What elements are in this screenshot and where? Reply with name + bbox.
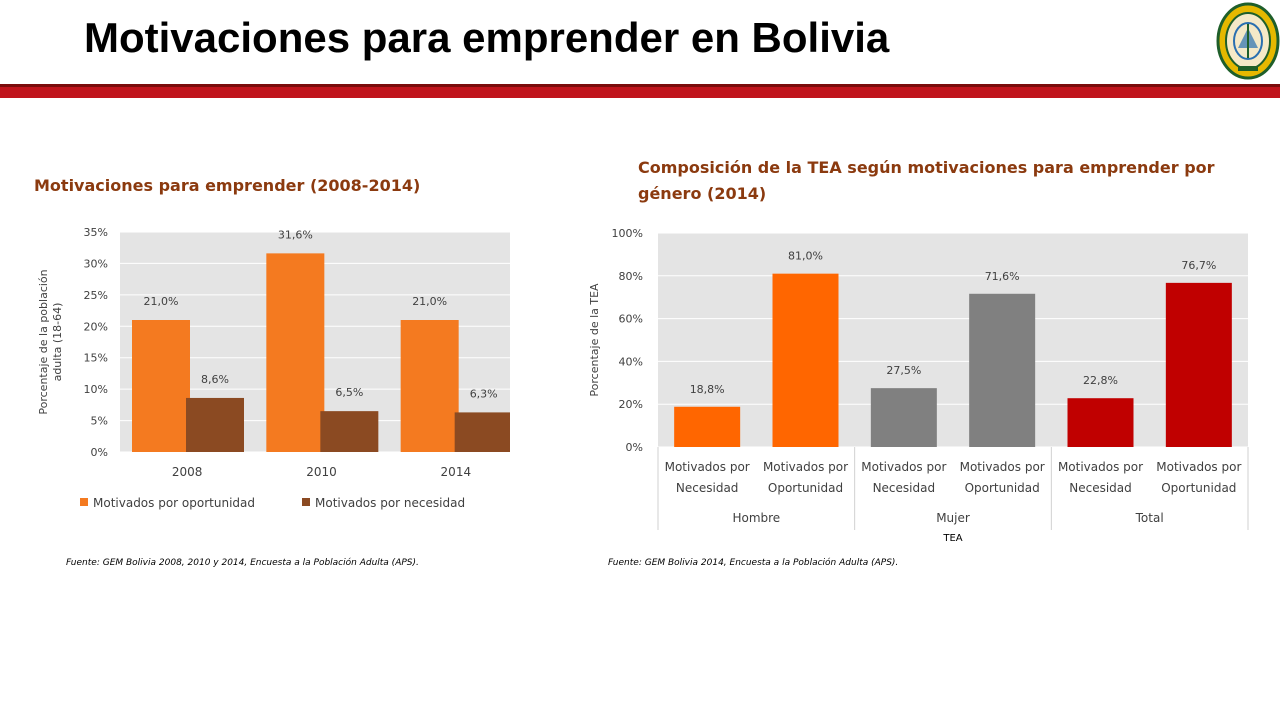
data-label: 27,5% bbox=[886, 364, 921, 377]
data-label: 22,8% bbox=[1083, 374, 1118, 387]
x-tick-label: Motivados por bbox=[665, 460, 750, 474]
data-label: 18,8% bbox=[690, 383, 725, 396]
x-tick-label: Motivados por bbox=[1058, 460, 1143, 474]
x-tick-label: 2008 bbox=[172, 465, 203, 479]
bar-hombre bbox=[674, 406, 741, 447]
y-tick-label: 30% bbox=[84, 257, 108, 270]
bar-necesidad bbox=[186, 397, 244, 452]
header-rule-red bbox=[0, 87, 1280, 98]
bar-oportunidad bbox=[400, 320, 459, 452]
plot-area bbox=[658, 233, 1248, 447]
x-group-label: Total bbox=[1135, 511, 1164, 525]
data-label: 31,6% bbox=[278, 228, 313, 241]
bar-necesidad bbox=[454, 412, 510, 452]
y-axis-title: Porcentaje de la poblaciónadulta (18-64) bbox=[37, 269, 64, 414]
bar-oportunidad bbox=[266, 253, 325, 452]
y-tick-label: 20% bbox=[84, 320, 108, 333]
bar-total bbox=[1067, 398, 1134, 447]
chart1-source: Fuente: GEM Bolivia 2008, 2010 y 2014, E… bbox=[66, 558, 419, 568]
data-label: 8,6% bbox=[201, 373, 229, 386]
data-label: 6,3% bbox=[470, 387, 498, 400]
bar-mujer bbox=[969, 293, 1036, 447]
chart2-title: Composición de la TEA según motivaciones… bbox=[638, 158, 1215, 203]
y-tick-label: 35% bbox=[84, 226, 108, 239]
chart2-svg: 0% 20% 40% 60% 80% 100% Porcentaje de la TEA 18… bbox=[588, 227, 1249, 544]
x-axis-title: TEA bbox=[942, 533, 962, 544]
y-tick-label: 5% bbox=[91, 415, 108, 428]
x-tick-label: 2010 bbox=[306, 465, 337, 479]
data-label: 21,0% bbox=[144, 295, 179, 308]
y-tick-label: 100% bbox=[612, 227, 643, 240]
data-label: 71,6% bbox=[985, 270, 1020, 283]
y-axis-title: Porcentaje de la TEA bbox=[588, 283, 601, 397]
header-rule-dark bbox=[0, 84, 1280, 87]
y-tick-label: 80% bbox=[619, 270, 643, 283]
y-tick-label: 10% bbox=[84, 383, 108, 396]
x-tick-label: Motivados por bbox=[763, 460, 848, 474]
bar-oportunidad bbox=[132, 320, 190, 452]
bar-necesidad bbox=[320, 411, 379, 452]
x-tick-label: Motivados por bbox=[960, 460, 1045, 474]
x-group-label: Hombre bbox=[732, 511, 780, 525]
chart1-title: Motivaciones para emprender (2008-2014) bbox=[34, 176, 421, 195]
data-label: 76,7% bbox=[1181, 259, 1216, 272]
bar-total bbox=[1165, 282, 1232, 447]
data-label: 81,0% bbox=[788, 250, 823, 263]
legend-label: Motivados por oportunidad bbox=[93, 496, 255, 510]
x-tick-label: Motivados por bbox=[861, 460, 946, 474]
x-tick-label: Oportunidad bbox=[1161, 481, 1236, 495]
legend-swatch bbox=[302, 498, 310, 506]
x-tick-label: Oportunidad bbox=[965, 481, 1040, 495]
university-seal-icon bbox=[1216, 2, 1280, 80]
y-tick-label: 15% bbox=[84, 352, 108, 365]
x-tick-label: Necesidad bbox=[1069, 481, 1132, 495]
data-label: 6,5% bbox=[335, 386, 363, 399]
y-tick-label: 60% bbox=[619, 313, 643, 326]
data-label: 21,0% bbox=[412, 295, 447, 308]
chart2-source: Fuente: GEM Bolivia 2014, Encuesta a la … bbox=[608, 558, 899, 568]
legend-label: Motivados por necesidad bbox=[315, 496, 465, 510]
page-title: Motivaciones para emprender en Bolivia bbox=[84, 14, 890, 61]
chart1-svg: 0% 5% 10% 15% 20% 25% 30% 35% Porcentaje de la p… bbox=[37, 226, 510, 510]
x-tick-label: Necesidad bbox=[873, 481, 936, 495]
legend-swatch bbox=[80, 498, 88, 506]
y-tick-label: 0% bbox=[626, 441, 643, 454]
y-tick-label: 25% bbox=[84, 289, 108, 302]
x-tick-label: 2014 bbox=[441, 465, 472, 479]
y-tick-label: 40% bbox=[619, 355, 643, 368]
x-tick-label: Motivados por bbox=[1156, 460, 1241, 474]
bar-hombre bbox=[772, 273, 839, 447]
x-group-label: Mujer bbox=[936, 511, 970, 525]
bar-mujer bbox=[870, 388, 937, 447]
y-tick-label: 20% bbox=[619, 398, 643, 411]
y-tick-label: 0% bbox=[91, 446, 108, 459]
x-tick-label: Oportunidad bbox=[768, 481, 843, 495]
x-tick-label: Necesidad bbox=[676, 481, 739, 495]
